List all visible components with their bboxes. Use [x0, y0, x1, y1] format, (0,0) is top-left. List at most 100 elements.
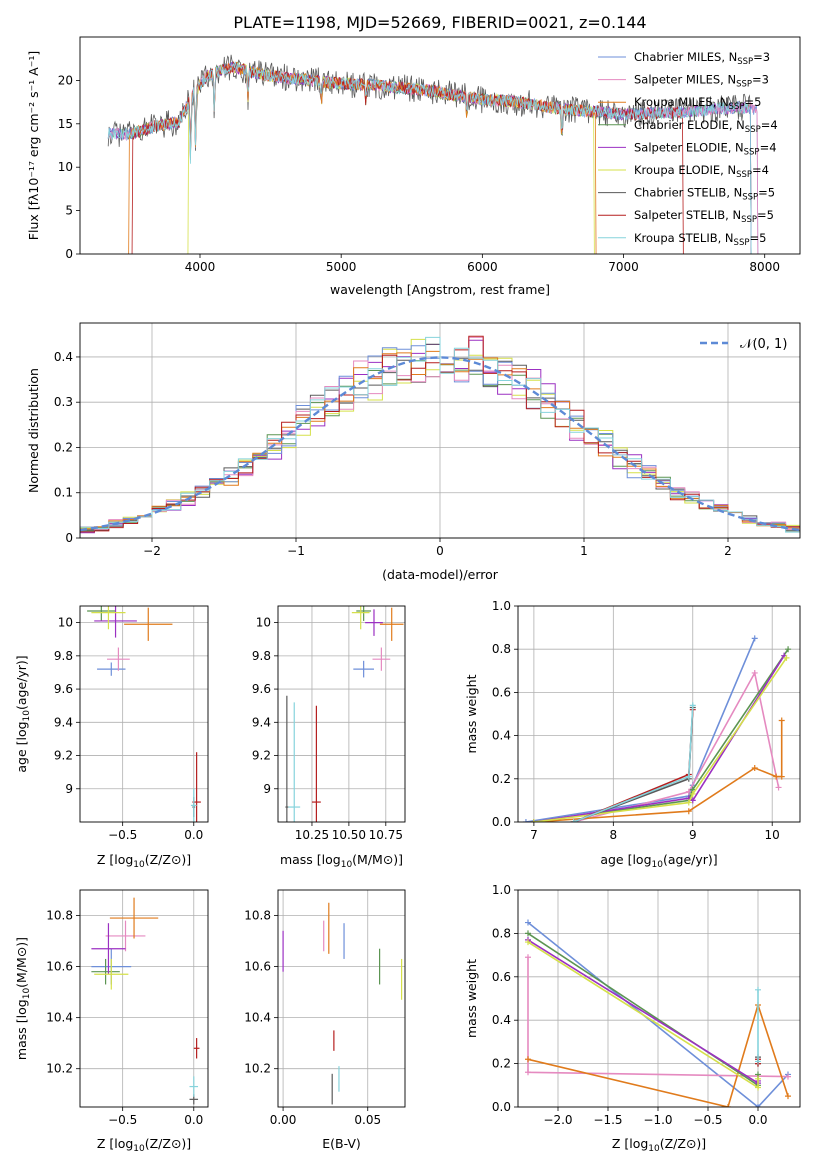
legend-tail: =4 [760, 140, 777, 154]
y-axis-label: mass weight [464, 959, 479, 1038]
x-tick-label: −1.5 [593, 1113, 622, 1127]
y-tick-label: 10 [256, 616, 271, 630]
legend-sub: SSP [745, 125, 761, 135]
x-axis-label: Z [log10(Z/Z⊙)] [97, 1136, 191, 1154]
legend-sub: SSP [744, 147, 760, 157]
errorbar-point-3 [91, 958, 120, 985]
weight-marker-3 [525, 930, 531, 937]
plot-area [80, 606, 208, 822]
label-sub: 10 [652, 860, 664, 870]
x-tick-label: 9 [689, 828, 697, 842]
errorbar-point-2 [124, 607, 173, 641]
legend-tail: =4 [752, 163, 769, 177]
x-tick-label: −1 [287, 544, 305, 558]
x-tick-label: 4000 [185, 260, 216, 274]
y-tick-label: 15 [58, 117, 73, 131]
label-part: Z [log [97, 852, 133, 867]
y-axis-label: mass [log10(M/M⊙)] [14, 937, 32, 1060]
weight-marker-2 [525, 1056, 531, 1063]
weight-marker-5 [783, 654, 790, 661]
x-tick-label: 7000 [608, 260, 639, 274]
legend-text: Chabrier ELODIE, N [634, 118, 745, 132]
legend-label: Salpeter MILES, NSSP=3 [634, 73, 769, 90]
weight-marker-5 [685, 799, 692, 806]
legend-tail: =5 [757, 208, 774, 222]
x-tick-label: 1 [580, 544, 588, 558]
y-tick-label: 9.6 [54, 682, 73, 696]
data-layer [522, 635, 792, 822]
x-axis-label: mass [log10(M/M⊙)] [280, 852, 403, 870]
weight-series-3 [533, 648, 789, 822]
weight-marker-2 [725, 1104, 731, 1107]
y-tick-label: 9 [65, 782, 73, 796]
grid [80, 606, 208, 822]
label-sub: 10 [648, 1144, 660, 1154]
panel-mass-vs-EBV: 0.00 0.05 10.2 10.4 10.6 10.8 E(B-V) [244, 889, 406, 1151]
histogram-8 [80, 336, 800, 538]
plot-area [278, 890, 405, 1107]
legend-text: Chabrier MILES, N [634, 50, 737, 64]
legend-label: Salpeter STELIB, NSSP=5 [634, 208, 774, 225]
weight-marker-3 [785, 646, 792, 653]
errorbar-point-4 [94, 606, 137, 638]
label-sub: 10 [341, 860, 353, 870]
errorbar-point-4 [91, 923, 126, 975]
legend-label: Kroupa MILES, NSSP=5 [634, 95, 761, 112]
x-tick-label: −2.0 [543, 1113, 572, 1127]
legend-text: Kroupa MILES, N [634, 95, 729, 109]
legend-label: Kroupa STELIB, NSSP=5 [634, 231, 766, 248]
weight-marker-0 [522, 819, 529, 822]
legend-tail: =3 [753, 50, 770, 64]
x-tick-label: −0.5 [108, 1113, 137, 1127]
legend-sub: SSP [736, 80, 752, 90]
y-tick-label: 0.6 [492, 685, 511, 699]
y-tick-label: 0.8 [492, 926, 511, 940]
errorbar-point-5 [91, 606, 126, 630]
y-tick-label: 0 [65, 247, 73, 261]
y-tick-label: 0.6 [492, 970, 511, 984]
y-tick-label: 10 [58, 160, 73, 174]
y-tick-label: 0.4 [492, 729, 511, 743]
y-tick-label: 0.2 [492, 1057, 511, 1071]
data-layer [282, 902, 403, 1105]
y-tick-label: 0.2 [54, 440, 73, 454]
y-tick-label: 0.3 [54, 395, 73, 409]
x-tick-label: 0.05 [354, 1113, 381, 1127]
errorbar-point-2 [379, 607, 404, 641]
errorbar-point-3 [356, 606, 372, 621]
y-tick-label: 9 [263, 782, 271, 796]
y-tick-label: 5 [65, 204, 73, 218]
weight-marker-8 [689, 702, 696, 709]
weight-marker-0 [751, 635, 758, 642]
x-tick-label: −0.5 [108, 828, 137, 842]
weight-marker-2 [751, 765, 758, 771]
panel-mass-weight-vs-Z: −2.0 −1.5 −1.0 −0.5 0.0 0.0 0.2 0.4 0.6 0.8 1.0 Z [… [464, 883, 801, 1154]
data-layer [91, 897, 200, 1105]
errorbar-point-0 [97, 662, 126, 676]
legend-label: Chabrier MILES, NSSP=3 [634, 50, 770, 67]
x-tick-label: 7 [530, 828, 538, 842]
y-tick-label: 9.6 [252, 682, 271, 696]
weight-marker-8 [755, 1058, 761, 1065]
errorbar-point-4 [365, 609, 383, 636]
weight-marker-2 [785, 1093, 791, 1100]
errorbar-point-7 [311, 705, 321, 822]
legend-text: Kroupa ELODIE, N [634, 163, 736, 177]
label-sub: 10 [133, 1144, 145, 1154]
x-axis-label: (data-model)/error [382, 567, 499, 582]
weight-marker-1 [525, 1069, 531, 1076]
weight-marker-1 [525, 954, 531, 961]
label-part: Z [log [97, 1136, 133, 1151]
weight-marker-5 [689, 790, 696, 797]
axes-frame [517, 605, 801, 823]
weight-marker-2 [773, 773, 780, 780]
label-part: (M/M⊙)] [352, 852, 403, 867]
x-tick-label: 10.75 [369, 828, 403, 842]
errorbar-point-1 [107, 647, 130, 671]
grid [278, 890, 405, 1107]
weight-marker-2 [778, 717, 785, 724]
x-axis-label: Z [log10(Z/Z⊙)] [97, 852, 191, 870]
y-tick-label: 10.2 [244, 1062, 271, 1076]
